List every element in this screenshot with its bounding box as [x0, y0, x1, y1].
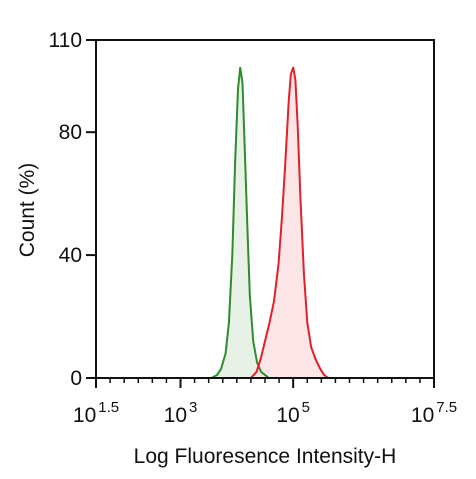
series-0-area [211, 67, 269, 378]
series-1-line [250, 66, 329, 379]
x-axis-label: Log Fluoresence Intensity-H [134, 445, 397, 468]
series-1-area [250, 67, 329, 378]
y-tick-label: 110 [49, 29, 82, 52]
y-tick-label: 0 [70, 367, 82, 390]
series-0-line [211, 66, 270, 379]
x-tick-label: 10 7.5 [411, 399, 457, 427]
y-tick-label: 80 [59, 121, 82, 144]
y-tick-label: 40 [59, 244, 82, 267]
x-tick-label: 10 1.5 [73, 399, 119, 427]
y-axis-label: Count (%) [16, 163, 39, 258]
plot-frame [95, 39, 435, 379]
x-tick-label: 10 5 [276, 399, 310, 427]
x-tick-label: 10 3 [164, 399, 198, 427]
